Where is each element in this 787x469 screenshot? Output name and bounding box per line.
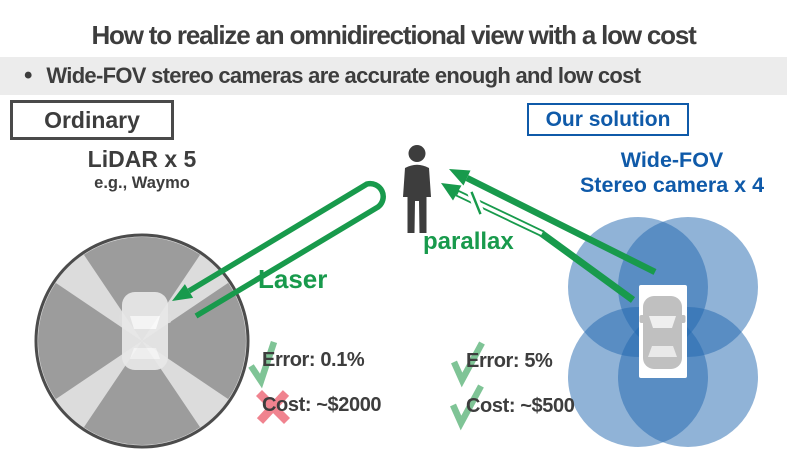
laser-arrow [187,180,386,319]
stereo-ray-2-arrowhead [441,183,462,201]
lidar-heading: LiDAR x 5 [87,146,197,172]
parallax-break-mark [466,188,486,218]
solution-heading-line1: Wide-FOV [620,148,724,172]
laser-label: Laser [258,264,328,294]
laser-arrowhead [172,284,194,301]
stereo-ray-1 [465,175,657,275]
slide-title: How to realize an omnidirectional view w… [91,20,696,50]
check-icon [451,341,485,388]
solution-heading: Wide-FOV Stereo camera x 4 [557,148,787,197]
solution-error-stat: Error: 5% [466,350,553,372]
subtitle-text: Wide-FOV stereo cameras are accurate eno… [46,63,641,88]
solution-heading-line2: Stereo camera x 4 [579,172,765,197]
our-solution-tag-box: Our solution [527,103,689,136]
lidar-sector-north [83,237,201,341]
bullet-point: • [24,62,33,89]
ordinary-tag-box: Ordinary [10,100,174,140]
parallax-arrows [441,169,657,303]
ordinary-tag-label: Ordinary [44,106,140,133]
cross-icon [255,389,291,425]
ordinary-cost-stat: Cost: ~$2000 [262,394,382,416]
person-icon [403,145,431,233]
solution-cost-stat: Cost: ~$500 [466,395,575,417]
lidar-sector-south [83,341,201,445]
our-solution-tag-label: Our solution [545,107,671,131]
subtitle-band: • Wide-FOV stereo cameras are accurate e… [0,57,787,95]
car-top-view-lidar [119,292,171,370]
parallax-label: parallax [423,228,514,255]
stereo-ray-2-tail [538,230,636,303]
car-top-view-camera [639,285,687,378]
lidar-sector-west [38,282,142,400]
stereo-ray-1-arrowhead [449,169,471,186]
ordinary-error-stat: Error: 0.1% [262,349,365,371]
lidar-sector-east [142,282,246,400]
lidar-example: e.g., Waymo [94,174,190,192]
check-icon [248,340,278,389]
check-icon [450,384,484,431]
